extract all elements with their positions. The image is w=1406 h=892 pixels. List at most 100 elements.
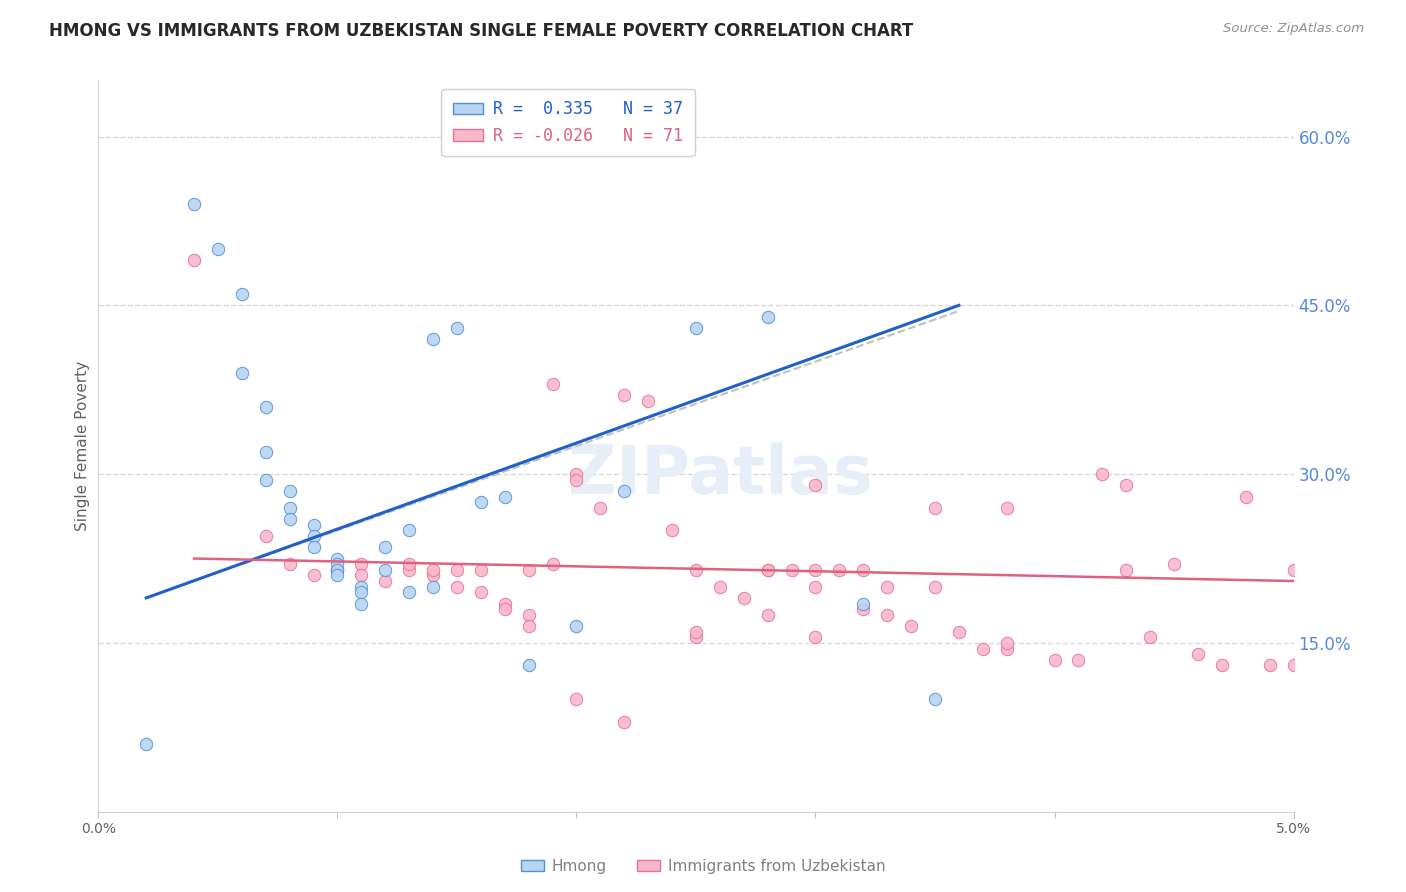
Point [398,563,420,577]
Point [661,524,683,538]
Point [517,607,540,622]
Point [494,490,516,504]
Point [422,580,444,594]
Point [278,483,301,498]
Point [207,242,229,256]
Point [1115,478,1137,492]
Point [183,197,205,211]
Point [254,473,277,487]
Point [995,500,1018,515]
Point [804,580,827,594]
Legend: R =  0.335   N = 37, R = -0.026   N = 71: R = 0.335 N = 37, R = -0.026 N = 71 [441,88,695,156]
Point [254,400,277,414]
Point [278,512,301,526]
Text: Source: ZipAtlas.com: Source: ZipAtlas.com [1223,22,1364,36]
Point [589,500,612,515]
Point [756,563,779,577]
Text: ZIPatlas: ZIPatlas [568,442,872,508]
Point [541,557,564,571]
Point [446,321,468,335]
Point [446,563,468,577]
Point [326,557,349,571]
Point [565,692,588,706]
Point [709,580,731,594]
Point [302,541,325,555]
Point [924,580,946,594]
Point [470,495,492,509]
Point [231,287,253,301]
Point [1234,490,1257,504]
Point [852,602,875,616]
Point [1067,653,1090,667]
Y-axis label: Single Female Poverty: Single Female Poverty [75,361,90,531]
Point [278,557,301,571]
Point [470,563,492,577]
Point [565,619,588,633]
Point [422,568,444,582]
Point [685,321,707,335]
Point [756,310,779,324]
Point [613,388,636,402]
Point [948,624,970,639]
Point [494,602,516,616]
Point [326,563,349,577]
Point [1282,563,1305,577]
Point [231,366,253,380]
Point [876,580,898,594]
Point [613,714,636,729]
Point [1187,647,1209,661]
Point [398,557,420,571]
Point [374,563,396,577]
Point [995,636,1018,650]
Point [302,529,325,543]
Point [326,551,349,566]
Point [494,597,516,611]
Point [374,574,396,588]
Point [685,630,707,644]
Point [1115,563,1137,577]
Point [254,444,277,458]
Point [637,394,659,409]
Point [350,580,373,594]
Point [972,641,994,656]
Point [350,568,373,582]
Point [326,568,349,582]
Point [565,473,588,487]
Text: HMONG VS IMMIGRANTS FROM UZBEKISTAN SINGLE FEMALE POVERTY CORRELATION CHART: HMONG VS IMMIGRANTS FROM UZBEKISTAN SING… [49,22,914,40]
Point [470,585,492,599]
Point [326,563,349,577]
Point [733,591,755,605]
Point [804,630,827,644]
Point [350,585,373,599]
Point [398,585,420,599]
Point [613,483,636,498]
Point [302,517,325,532]
Point [422,332,444,346]
Point [1211,658,1233,673]
Point [350,557,373,571]
Point [1043,653,1066,667]
Point [804,563,827,577]
Point [685,624,707,639]
Point [876,607,898,622]
Point [1139,630,1161,644]
Point [924,692,946,706]
Point [446,580,468,594]
Point [183,253,205,268]
Point [900,619,922,633]
Point [756,607,779,622]
Point [852,597,875,611]
Point [302,568,325,582]
Point [422,563,444,577]
Point [756,563,779,577]
Point [852,563,875,577]
Point [541,377,564,392]
Point [374,541,396,555]
Point [350,597,373,611]
Point [780,563,803,577]
Point [517,658,540,673]
Point [1163,557,1185,571]
Point [924,500,946,515]
Point [804,478,827,492]
Point [1282,658,1305,673]
